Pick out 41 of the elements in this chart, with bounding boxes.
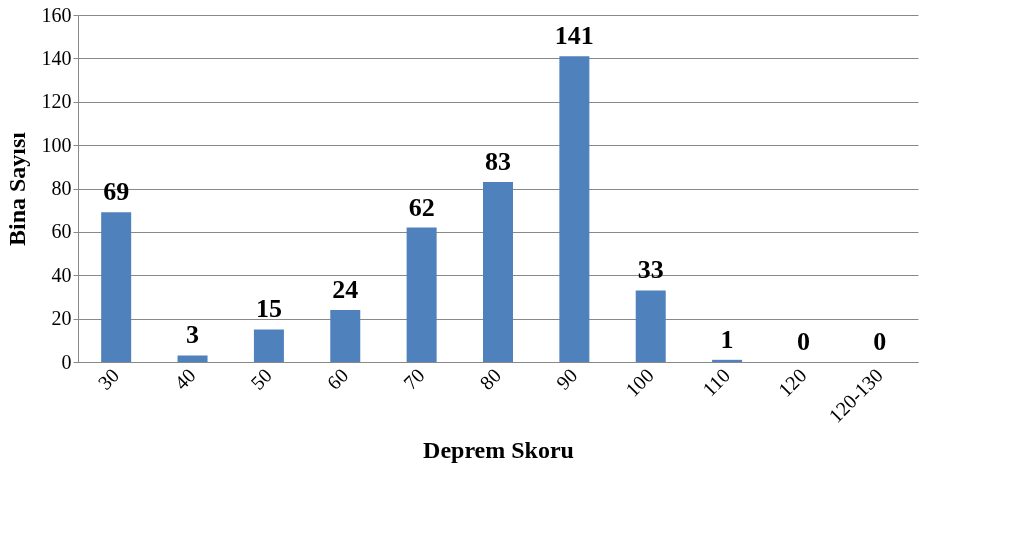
data-label: 15: [255, 294, 282, 324]
bar: [253, 329, 284, 362]
x-tick-label: 90: [551, 364, 582, 394]
x-tick-label: 110: [697, 364, 735, 401]
bar: [101, 212, 132, 362]
y-tick-label: 40: [51, 263, 72, 286]
bar: [559, 56, 590, 362]
data-label: 69: [103, 177, 130, 207]
x-tick-label: 120: [773, 364, 811, 401]
data-label: 83: [485, 146, 511, 176]
x-tick-label: 50: [246, 364, 276, 394]
x-tick-label: 60: [322, 364, 353, 394]
data-label: 3: [186, 320, 200, 350]
x-tick-label: 80: [475, 364, 506, 394]
y-tick-label: 20: [51, 307, 72, 330]
bar: [330, 309, 361, 362]
x-tick-label: 30: [93, 364, 124, 394]
y-tick-label: 120: [41, 90, 72, 113]
y-tick-label: 0: [61, 350, 72, 373]
y-axis-title: Bina Sayısı: [3, 131, 30, 247]
x-tick-label: 70: [399, 364, 429, 394]
bar: [635, 290, 666, 362]
x-axis-title: Deprem Skoru: [423, 436, 574, 463]
bar: [712, 359, 743, 362]
y-tick-label: 80: [51, 177, 72, 199]
x-tick-label: 100: [621, 364, 658, 401]
y-tick-label: 60: [51, 220, 72, 243]
data-label: 62: [408, 192, 435, 222]
data-label: 0: [796, 327, 810, 356]
bar: [406, 227, 437, 362]
data-label: 1: [720, 324, 734, 354]
x-tick-label: 40: [169, 364, 200, 394]
bar: [483, 181, 513, 362]
data-label: 24: [332, 274, 359, 304]
data-label: 33: [637, 255, 664, 285]
bar: [177, 355, 208, 362]
y-tick-label: 100: [41, 133, 72, 156]
y-tick-label: 160: [41, 3, 72, 26]
y-tick-label: 140: [41, 46, 72, 69]
data-label: 0: [873, 327, 887, 356]
data-label: 141: [554, 21, 594, 51]
